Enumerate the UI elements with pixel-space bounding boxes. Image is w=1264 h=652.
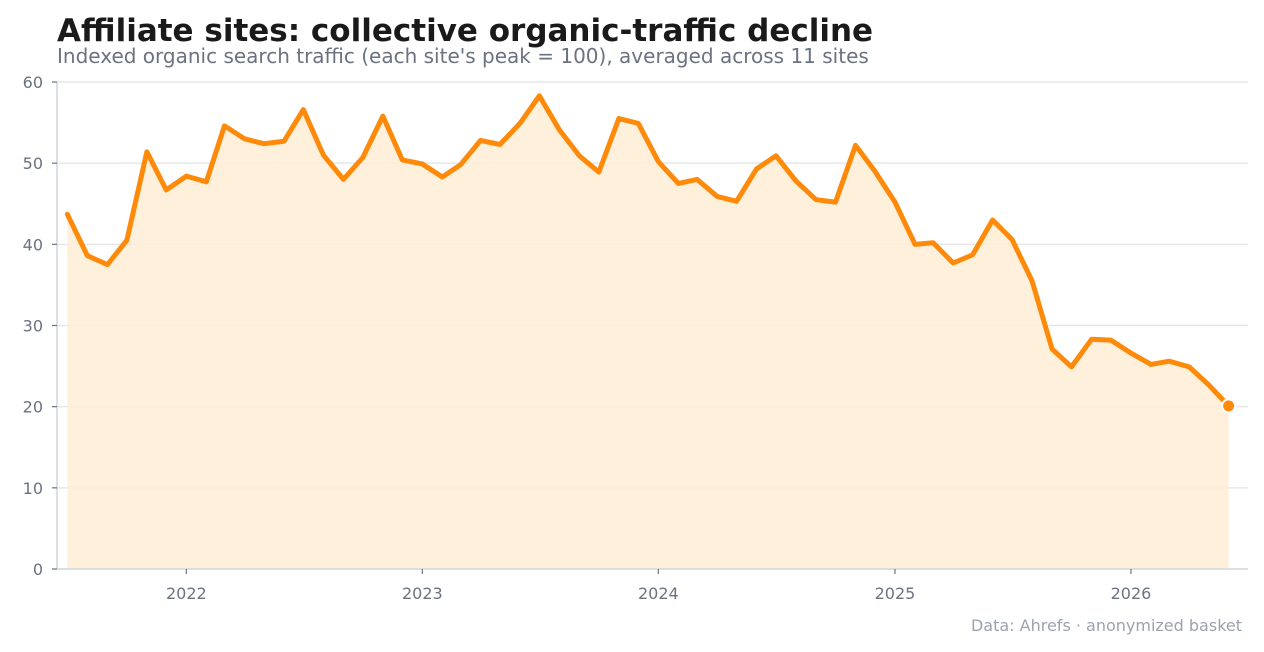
traffic-area-fill: [67, 95, 1229, 570]
y-axis-ticks: 0 10 20 30 40 50 60: [23, 73, 57, 579]
y-tick-label-10: 10: [23, 479, 43, 498]
y-tick-label-0: 0: [33, 560, 43, 579]
y-tick-label-60: 60: [23, 73, 43, 92]
y-tick-label-30: 30: [23, 317, 43, 336]
traffic-series-line: [64, 93, 1232, 409]
y-tick-label-20: 20: [23, 398, 43, 417]
x-tick-label-2026: 2026: [1111, 584, 1152, 603]
x-axis-ticks: 2022 2023 2024 2025 2026: [166, 569, 1151, 603]
chart-title: Affiliate sites: collective organic-traf…: [57, 13, 874, 49]
x-tick-label-2023: 2023: [402, 584, 443, 603]
x-tick-label-2022: 2022: [166, 584, 207, 603]
y-tick-label-50: 50: [23, 154, 43, 173]
x-tick-label-2024: 2024: [638, 584, 679, 603]
y-tick-label-40: 40: [23, 235, 43, 254]
chart-subtitle: Indexed organic search traffic (each sit…: [57, 44, 869, 68]
data-source-note: Data: Ahrefs · anonymized basket: [970, 616, 1242, 635]
latest-value-point: [1221, 398, 1237, 414]
x-tick-label-2025: 2025: [875, 584, 916, 603]
